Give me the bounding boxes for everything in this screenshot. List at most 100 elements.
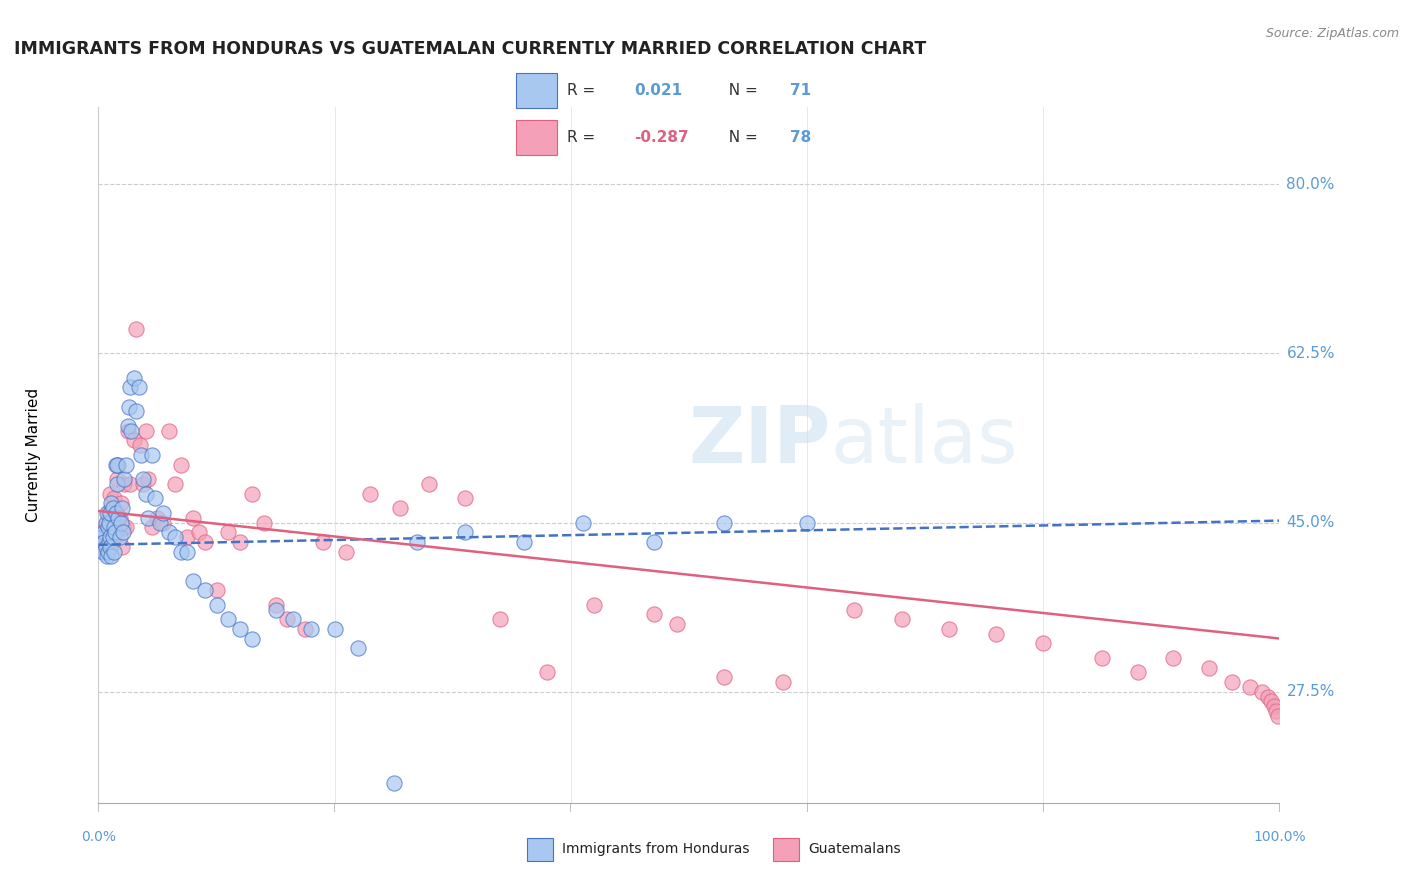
Point — [240, 632, 263, 646]
Point — [91, 530, 114, 544]
Point — [453, 525, 475, 540]
Point — [359, 486, 381, 500]
Text: Currently Married: Currently Married — [25, 388, 41, 522]
Point — [1161, 651, 1184, 665]
Point — [312, 534, 335, 549]
Point — [94, 540, 117, 554]
Point — [105, 530, 128, 544]
Point — [141, 448, 163, 462]
Point — [1263, 699, 1285, 714]
Point — [120, 476, 142, 491]
Point — [323, 622, 346, 636]
Point — [103, 544, 125, 558]
Point — [1239, 680, 1261, 694]
Point — [264, 598, 287, 612]
Point — [132, 472, 155, 486]
Point — [157, 424, 180, 438]
Text: 78: 78 — [790, 130, 811, 145]
Point — [94, 534, 117, 549]
Point — [112, 476, 135, 491]
Point — [98, 534, 121, 549]
Point — [141, 520, 163, 534]
Text: -0.287: -0.287 — [634, 130, 689, 145]
Point — [103, 491, 125, 506]
Point — [104, 525, 127, 540]
Point — [382, 776, 405, 790]
Point — [93, 525, 115, 540]
Text: 62.5%: 62.5% — [1286, 346, 1334, 361]
Point — [91, 525, 114, 540]
Point — [170, 544, 193, 558]
Point — [114, 520, 136, 534]
Point — [217, 612, 239, 626]
Text: 100.0%: 100.0% — [1253, 830, 1306, 844]
Point — [96, 516, 118, 530]
Point — [107, 510, 129, 524]
Point — [98, 534, 121, 549]
Point — [938, 622, 960, 636]
Point — [1198, 660, 1220, 674]
Point — [205, 598, 228, 612]
Point — [117, 418, 139, 433]
Point — [128, 438, 150, 452]
Point — [406, 534, 429, 549]
Point — [122, 434, 145, 448]
Point — [125, 404, 148, 418]
Point — [135, 424, 157, 438]
Point — [229, 534, 252, 549]
Point — [105, 458, 128, 472]
Point — [796, 516, 818, 530]
Point — [143, 491, 166, 506]
Point — [299, 622, 322, 636]
Point — [1032, 636, 1054, 650]
Point — [136, 510, 159, 524]
Point — [165, 530, 187, 544]
Point — [194, 534, 217, 549]
Text: 0.0%: 0.0% — [82, 830, 115, 844]
Text: Source: ZipAtlas.com: Source: ZipAtlas.com — [1265, 27, 1399, 40]
Point — [489, 612, 512, 626]
Point — [118, 400, 141, 414]
Point — [101, 530, 124, 544]
Point — [713, 516, 735, 530]
Point — [152, 506, 174, 520]
Point — [217, 525, 239, 540]
Point — [98, 486, 121, 500]
Point — [229, 622, 252, 636]
Point — [1126, 665, 1149, 680]
FancyBboxPatch shape — [516, 120, 557, 155]
Point — [132, 476, 155, 491]
Point — [91, 540, 114, 554]
Point — [181, 574, 204, 588]
Point — [135, 486, 157, 500]
Point — [157, 525, 180, 540]
Text: |: | — [806, 803, 808, 812]
Point — [335, 544, 357, 558]
Point — [117, 424, 139, 438]
Point — [93, 534, 115, 549]
Point — [713, 670, 735, 684]
Point — [149, 516, 172, 530]
Text: 0.021: 0.021 — [634, 83, 682, 97]
Point — [453, 491, 475, 506]
Point — [1267, 708, 1289, 723]
Point — [418, 476, 440, 491]
Point — [512, 534, 534, 549]
Point — [103, 520, 125, 534]
Point — [844, 602, 866, 616]
Point — [114, 458, 136, 472]
Point — [100, 501, 122, 516]
Point — [388, 501, 411, 516]
Point — [94, 516, 117, 530]
Point — [101, 516, 124, 530]
Point — [146, 510, 169, 524]
Point — [294, 622, 316, 636]
Point — [1264, 704, 1286, 718]
Point — [110, 516, 132, 530]
Text: |: | — [1042, 803, 1045, 812]
Point — [128, 380, 150, 394]
Point — [91, 544, 114, 558]
Point — [205, 583, 228, 598]
Point — [98, 506, 121, 520]
Point — [1220, 675, 1243, 690]
